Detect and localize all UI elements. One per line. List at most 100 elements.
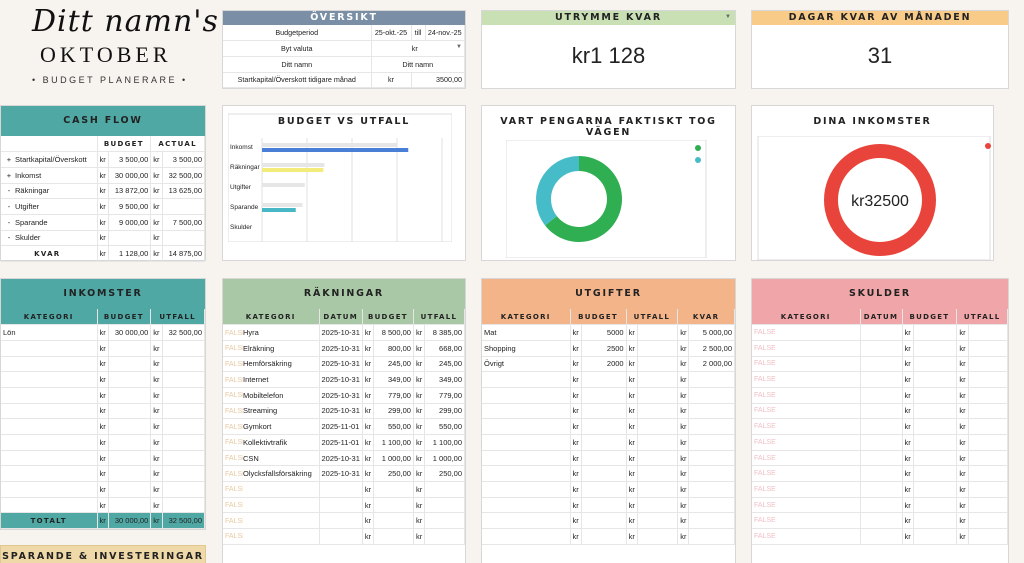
skuld-utfall[interactable]	[968, 371, 1009, 388]
rakning-budget[interactable]: 1 100,00	[373, 434, 414, 451]
inkomst-budget[interactable]: 30 000,00	[108, 324, 152, 341]
rakning-datum[interactable]: 2025-11-01	[319, 418, 363, 435]
skuld-utfall[interactable]	[968, 324, 1009, 341]
skuld-budget[interactable]	[913, 371, 958, 388]
skuld-datum[interactable]	[860, 324, 903, 341]
rakning-utfall[interactable]: 779,00	[424, 387, 465, 404]
skuld-datum[interactable]	[860, 465, 903, 483]
skuld-utfall[interactable]	[968, 356, 1009, 373]
rakning-kategori[interactable]: CSN	[243, 453, 259, 463]
skuld-utfall[interactable]	[968, 528, 1009, 545]
rakning-budget[interactable]: 349,00	[373, 371, 414, 388]
inkomst-kategori[interactable]	[1, 340, 98, 357]
skuld-budget[interactable]	[913, 450, 958, 467]
inkomst-budget[interactable]	[108, 387, 152, 404]
inkomst-kategori[interactable]	[1, 418, 98, 435]
rakning-kategori-cell[interactable]: FALSECSN	[223, 450, 320, 467]
rakning-datum[interactable]: 2025-10-31	[319, 450, 363, 467]
rakning-budget[interactable]: 245,00	[373, 356, 414, 373]
inkomst-utfall[interactable]: 32 500,00	[162, 324, 205, 341]
rakning-budget[interactable]	[373, 528, 414, 545]
rakning-checkbox[interactable]: FALSE	[225, 439, 243, 447]
utgift-utfall[interactable]	[637, 450, 679, 467]
utgift-kategori[interactable]	[482, 371, 571, 388]
skuld-budget[interactable]	[913, 356, 958, 373]
skuld-kategori[interactable]: FALSE	[752, 465, 861, 483]
budget-vs-utfall-chart[interactable]: Inkomst Räkningar Utgifter Sparande Skulder	[228, 110, 452, 242]
rakning-checkbox[interactable]: FALSE	[225, 470, 243, 478]
utgift-budget[interactable]	[581, 387, 627, 404]
rakning-utfall[interactable]	[424, 512, 465, 530]
utgift-budget[interactable]	[581, 528, 627, 545]
rakning-budget[interactable]: 550,00	[373, 418, 414, 435]
inkomst-kategori[interactable]: Lön	[1, 324, 98, 341]
rakning-utfall[interactable]: 1 100,00	[424, 434, 465, 451]
rakning-utfall[interactable]	[424, 497, 465, 514]
utgift-kategori[interactable]: Shopping	[482, 340, 571, 357]
utgift-kategori[interactable]	[482, 512, 571, 530]
inkomst-utfall[interactable]	[162, 418, 205, 435]
rakning-checkbox[interactable]: FALSE	[225, 486, 243, 494]
skuld-budget[interactable]	[913, 497, 958, 514]
vart-chart[interactable]	[506, 140, 736, 258]
skuld-kategori[interactable]: FALSE	[752, 512, 861, 530]
startkapital-input[interactable]: 3500,00	[411, 72, 465, 89]
skuld-kategori[interactable]: FALSE	[752, 324, 861, 341]
rakning-kategori[interactable]: Hemförsäkring	[243, 359, 292, 369]
skuld-utfall[interactable]	[968, 434, 1009, 451]
rakning-checkbox[interactable]: FALSE	[225, 455, 243, 463]
utgift-kategori[interactable]	[482, 497, 571, 514]
utgift-budget[interactable]: 2000	[581, 356, 627, 373]
rakning-checkbox[interactable]: FALSE	[225, 502, 243, 510]
rakning-budget[interactable]: 1 000,00	[373, 450, 414, 467]
rakning-budget[interactable]	[373, 497, 414, 514]
rakning-datum[interactable]: 2025-10-31	[319, 324, 363, 341]
rakning-checkbox[interactable]: FALSE	[225, 329, 243, 337]
skuld-kategori[interactable]: FALSE	[752, 403, 861, 420]
inkomst-utfall[interactable]	[162, 465, 205, 483]
rakning-checkbox[interactable]: FALSE	[225, 517, 243, 525]
rakning-budget[interactable]	[373, 512, 414, 530]
inkomst-budget[interactable]	[108, 450, 152, 467]
rakning-utfall[interactable]: 8 385,00	[424, 324, 465, 341]
rakning-datum[interactable]: 2025-10-31	[319, 371, 363, 388]
rakning-checkbox[interactable]: FALSE	[225, 533, 243, 541]
skuld-utfall[interactable]	[968, 512, 1009, 530]
skuld-kategori[interactable]: FALSE	[752, 418, 861, 435]
inkomst-budget[interactable]	[108, 465, 152, 483]
skuld-kategori[interactable]: FALSE	[752, 340, 861, 357]
skuld-kategori[interactable]: FALSE	[752, 450, 861, 467]
rakning-datum[interactable]: 2025-11-01	[319, 434, 363, 451]
period-start[interactable]: 25-okt.-25	[371, 25, 412, 42]
rakning-kategori-cell[interactable]: FALSEInternet	[223, 371, 320, 388]
skuld-utfall[interactable]	[968, 387, 1009, 404]
rakning-kategori-cell[interactable]: FALSE	[223, 512, 320, 530]
skuld-budget[interactable]	[913, 324, 958, 341]
inkomst-kategori[interactable]	[1, 387, 98, 404]
utgift-kategori[interactable]	[482, 528, 571, 545]
inkomst-utfall[interactable]	[162, 387, 205, 404]
utgift-kategori[interactable]: Övrigt	[482, 356, 571, 373]
rakning-kategori-cell[interactable]: FALSEHemförsäkring	[223, 356, 320, 373]
rakning-kategori-cell[interactable]: FALSE	[223, 528, 320, 545]
skuld-datum[interactable]	[860, 340, 903, 357]
skuld-datum[interactable]	[860, 481, 903, 498]
skuld-datum[interactable]	[860, 403, 903, 420]
skuld-budget[interactable]	[913, 403, 958, 420]
utgift-budget[interactable]	[581, 497, 627, 514]
inkomst-utfall[interactable]	[162, 403, 205, 420]
utgift-utfall[interactable]	[637, 324, 679, 341]
skuld-kategori[interactable]: FALSE	[752, 356, 861, 373]
skuld-budget[interactable]	[913, 387, 958, 404]
skuld-budget[interactable]	[913, 340, 958, 357]
rakning-kategori-cell[interactable]: FALSEElräkning	[223, 340, 320, 357]
utgift-utfall[interactable]	[637, 528, 679, 545]
skuld-utfall[interactable]	[968, 340, 1009, 357]
utgift-kategori[interactable]: Mat	[482, 324, 571, 341]
rakning-utfall[interactable]: 299,00	[424, 403, 465, 420]
budget-vs-utfall-title[interactable]: BUDGET VS UTFALL	[277, 116, 411, 127]
rakning-kategori[interactable]: Olycksfallsförsäkring	[243, 469, 312, 479]
skuld-budget[interactable]	[913, 512, 958, 530]
skuld-budget[interactable]	[913, 434, 958, 451]
rakning-kategori[interactable]: Streaming	[243, 406, 278, 416]
